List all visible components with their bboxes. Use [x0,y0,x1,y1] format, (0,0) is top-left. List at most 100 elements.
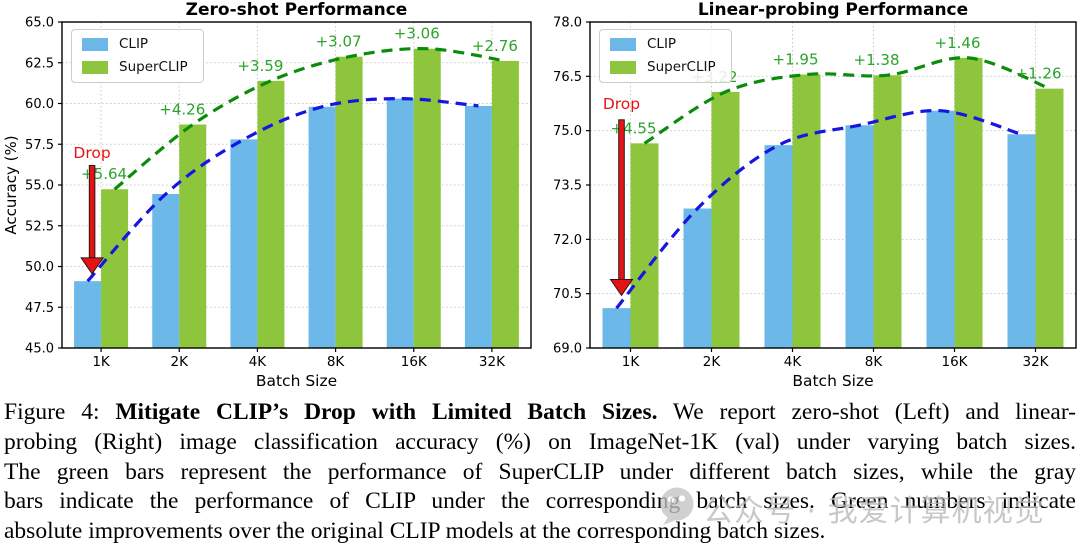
legend: CLIP SuperCLIP [71,29,204,83]
bars-superclip [101,48,519,349]
y-tick-label: 62.5 [25,56,54,71]
trend-line-superclip [643,56,1051,145]
caption-line: bars indicate the performance of CLIP un… [4,487,1076,517]
charts-row: +5.64 +4.26 +3.59 +3.07 +3.06 +2.76 Drop 45.0 47… [0,0,1077,396]
y-tick-label: 60.0 [25,97,54,112]
bar-clip-1k [74,281,102,348]
y-tick-label: 50.0 [25,260,54,275]
bar-superclip-1k [630,143,659,348]
drop-arrow-head [609,279,634,297]
improvement-label-16k: +1.46 [935,34,981,52]
legend-swatch-clip [82,37,108,51]
bar-clip-4k [230,139,258,348]
bar-superclip-2k [179,124,207,348]
bar-clip-8k [308,106,336,348]
legend-item-superclip: SuperCLIP [82,59,188,75]
bar-superclip-32k [1035,88,1064,348]
x-tick-label: 2K [703,354,722,370]
y-tick-label: 69.0 [553,342,582,357]
improvement-label-1k: +4.55 [611,119,657,137]
y-tick-label: 52.5 [25,219,54,234]
axis-ticks: 45.0 47.5 50.0 52.5 55.0 57.5 60.0 62.5 65.0 1K 2K… [25,16,506,371]
bar-clip-16k [926,110,955,348]
trend-line-clip [615,108,1022,310]
legend-label-clip: CLIP [647,36,677,52]
drop-arrow-head [80,257,104,275]
y-tick-label: 55.0 [25,179,54,194]
improvement-label-32k: +2.76 [472,37,518,55]
x-axis-label: Batch Size [792,372,873,390]
bar-superclip-8k [873,75,902,348]
legend-item-clip: CLIP [610,36,716,52]
x-tick-label: 32K [1022,354,1049,370]
y-tick-label: 45.0 [25,342,54,357]
bar-clip-8k [845,125,874,348]
x-tick-label: 16K [401,354,428,370]
bar-superclip-16k [954,57,983,349]
chart-title: Linear-probing Performance [698,0,968,20]
y-tick-label: 75.0 [553,124,582,139]
y-tick-label: 78.0 [553,16,582,31]
y-tick-label: 57.5 [25,138,54,153]
legend-swatch-superclip [610,60,636,74]
x-tick-label: 32K [479,354,506,370]
bar-clip-16k [386,98,414,348]
improvement-label-32k: +1.26 [1016,65,1062,83]
bar-clip-2k [152,193,180,348]
bars-clip [74,98,492,348]
improvement-label-16k: +3.06 [394,25,440,43]
legend-item-superclip: SuperCLIP [610,59,716,75]
caption-line: The green bars represent the performance… [4,458,1076,488]
legend: CLIP SuperCLIP [599,29,732,83]
bars-clip [602,110,1036,348]
drop-arrow-shaft [88,164,96,259]
x-tick-label: 2K [171,354,190,370]
y-tick-label: 73.5 [553,179,582,194]
drop-label: Drop [603,95,640,113]
linear-probing-performance-svg: +4.55+3.22+1.95+1.38+1.46+1.26Drop69.070… [553,0,1077,390]
x-tick-label: 4K [249,354,268,370]
bar-superclip-4k [792,74,821,349]
trend-line-superclip [113,47,506,191]
x-tick-label: 8K [327,354,346,370]
caption-text: Figure 4: [4,399,116,425]
y-tick-label: 76.5 [553,70,582,85]
caption-line: probing (Right) image classification acc… [4,428,1076,458]
axis-ticks: 69.0 70.5 72.0 73.5 75.0 76.5 78.0 1K 2K 4K 8K 16K 3… [553,16,1050,371]
x-tick-label: 1K [622,354,641,370]
bar-superclip-2k [711,91,740,349]
improvement-label-4k: +1.95 [773,51,819,69]
caption-line: absolute improvements over the original … [4,517,1076,547]
bar-superclip-1k [101,189,129,348]
y-tick-label: 47.5 [25,301,54,316]
chart-title: Zero-shot Performance [186,0,408,20]
y-tick-label: 70.5 [553,287,582,302]
drop-arrow-shaft [618,119,625,280]
legend-label-superclip: SuperCLIP [647,59,716,75]
improvement-label-8k: +1.38 [854,51,900,69]
bar-clip-32k [464,105,492,348]
legend-item-clip: CLIP [82,36,188,52]
improvement-label-1k: +5.64 [81,165,127,183]
caption-text: probing (Right) image classification acc… [4,428,1076,455]
zero-shot-chart: +5.64 +4.26 +3.59 +3.07 +3.06 +2.76 Drop 45.0 47… [0,0,540,396]
caption-bold-title: Mitigate CLIP’s Drop with Limited Batch … [115,399,658,425]
x-axis-label: Batch Size [256,372,337,390]
y-tick-label: 65.0 [25,16,54,31]
y-tick-label: 72.0 [553,233,582,248]
drop-annotation: Drop [73,144,111,275]
caption-text: absolute improvements over the original … [4,518,826,545]
x-tick-label: 1K [92,354,111,370]
bar-superclip-32k [491,60,519,348]
bar-superclip-16k [413,48,441,349]
bar-clip-1k [602,308,631,348]
x-tick-label: 8K [865,354,884,370]
bar-clip-32k [1007,134,1036,348]
legend-label-superclip: SuperCLIP [119,59,188,75]
caption-text: The green bars represent the performance… [4,458,1076,485]
drop-label: Drop [73,144,110,162]
trend-line-clip [86,96,479,283]
zero-shot-performance-svg: +5.64 +4.26 +3.59 +3.07 +3.06 +2.76 Drop 45.0 47… [2,0,532,390]
improvement-label-2k: +4.26 [159,101,205,119]
bar-clip-2k [683,208,712,348]
